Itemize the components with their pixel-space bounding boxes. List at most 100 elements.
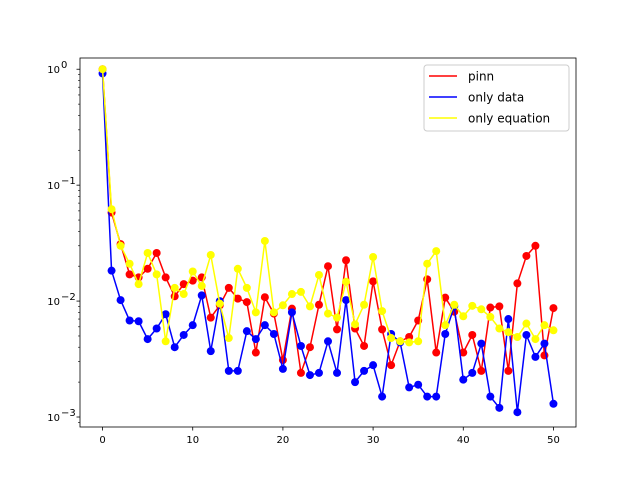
- series-only-equation-point: [260, 236, 269, 245]
- series-only-data-point: [278, 364, 287, 373]
- series-only-data-point: [360, 366, 369, 375]
- series-only-equation-point: [242, 283, 251, 292]
- series-only-equation-point: [143, 248, 152, 257]
- series-only-data-point: [504, 315, 513, 324]
- series-only-equation-point: [513, 333, 522, 341]
- series-only-data-point: [197, 291, 206, 300]
- series-pinn-point: [531, 241, 540, 250]
- series-pinn-point: [305, 343, 314, 352]
- series-pinn-point: [242, 298, 251, 307]
- series-pinn-point: [378, 325, 387, 334]
- series-only-data-point: [531, 352, 540, 361]
- y-tick-label: 10: [47, 413, 60, 424]
- legend-box: [423, 64, 570, 132]
- series-only-equation-point: [459, 312, 468, 321]
- series-only-data-point: [378, 392, 387, 401]
- series-only-data-point: [414, 380, 423, 389]
- series-only-data-point: [188, 321, 197, 330]
- series-only-equation-point: [414, 337, 423, 346]
- series-only-data-point: [179, 330, 188, 339]
- series-pinn-point: [251, 348, 260, 357]
- series-only-equation-point: [468, 301, 477, 310]
- series-only-equation-point: [540, 321, 549, 330]
- series-only-equation-point: [116, 241, 125, 250]
- series-pinn-point: [477, 366, 486, 375]
- series-only-equation-point: [107, 205, 116, 214]
- series-pinn-point: [513, 279, 522, 288]
- series-only-data-point: [459, 375, 468, 384]
- series-only-data-point: [324, 337, 332, 346]
- series-only-data-point: [125, 316, 134, 325]
- series-only-equation-point: [450, 300, 459, 309]
- series-only-equation-point: [486, 312, 495, 321]
- x-tick-label: 40: [457, 435, 470, 446]
- series-only-data-point: [224, 366, 233, 375]
- series-only-data-point: [405, 383, 414, 392]
- series-only-equation-point: [98, 65, 107, 74]
- series-pinn-point: [296, 368, 305, 377]
- series-only-data-point: [242, 327, 251, 336]
- series-pinn-point: [441, 293, 450, 302]
- series-only-equation-point: [477, 305, 486, 314]
- series-only-equation-point: [405, 338, 414, 347]
- series-only-data-point: [495, 403, 504, 412]
- series-only-data-point: [486, 392, 495, 401]
- series-pinn-point: [324, 262, 332, 271]
- series-only-data-point: [251, 335, 260, 344]
- legend: pinn only data only equation: [423, 64, 570, 132]
- series-pinn-point: [170, 292, 179, 301]
- series-pinn-point: [468, 330, 477, 339]
- series-only-data-point: [423, 392, 432, 401]
- series-pinn-point: [504, 366, 513, 375]
- series-only-equation-point: [351, 320, 360, 329]
- series-only-equation-point: [549, 326, 558, 335]
- series-only-equation-point: [179, 290, 188, 299]
- series-only-equation-point: [314, 270, 323, 279]
- legend-label: only data: [468, 91, 524, 105]
- y-tick-label: 10: [47, 65, 60, 76]
- series-only-data-point: [314, 368, 323, 377]
- series-only-equation-point: [324, 309, 332, 318]
- series-only-equation-point: [233, 264, 242, 273]
- series-only-data-point: [468, 368, 477, 377]
- series-only-equation-point: [170, 283, 179, 292]
- y-tick-label-exponent: −1: [61, 176, 76, 187]
- series-only-data-point: [513, 408, 522, 417]
- plot-area: [98, 65, 558, 417]
- series-only-data-point: [206, 347, 215, 356]
- series-only-data-point: [269, 330, 278, 339]
- series-only-data-point: [260, 321, 269, 330]
- series-only-equation-point: [531, 335, 540, 344]
- x-tick-label: 50: [547, 435, 560, 446]
- series-only-equation-point: [152, 270, 161, 279]
- series-only-data-point: [161, 310, 170, 319]
- series-only-data-point: [369, 361, 378, 370]
- series-only-data-point: [342, 296, 351, 305]
- series-only-data-point: [170, 343, 179, 352]
- x-tick-label: 0: [99, 435, 105, 446]
- series-only-equation-point: [396, 337, 405, 346]
- series-pinn-point: [233, 294, 242, 303]
- y-tick-label: 10: [47, 297, 60, 308]
- series-only-equation-point: [423, 259, 432, 268]
- series-only-equation-point: [206, 250, 215, 259]
- series-only-data-point: [333, 368, 342, 377]
- series-pinn-point: [143, 264, 152, 273]
- series-pinn-point: [206, 313, 215, 322]
- series-pinn-point: [125, 270, 134, 279]
- series-only-equation-point: [333, 313, 342, 322]
- series-only-data-point: [134, 317, 143, 326]
- series-pinn-point: [360, 341, 369, 350]
- series-pinn-point: [260, 293, 269, 302]
- series-only-data-point: [152, 324, 161, 333]
- series-pinn-point: [188, 276, 197, 285]
- y-tick-label-exponent: −2: [61, 292, 76, 303]
- series-only-data-point: [540, 339, 549, 348]
- series-only-equation-point: [278, 301, 287, 310]
- y-tick-label-exponent: 0: [61, 60, 67, 71]
- legend-label: only equation: [468, 112, 550, 126]
- series-pinn-point: [522, 251, 531, 260]
- y-tick-label-exponent: −3: [61, 408, 76, 419]
